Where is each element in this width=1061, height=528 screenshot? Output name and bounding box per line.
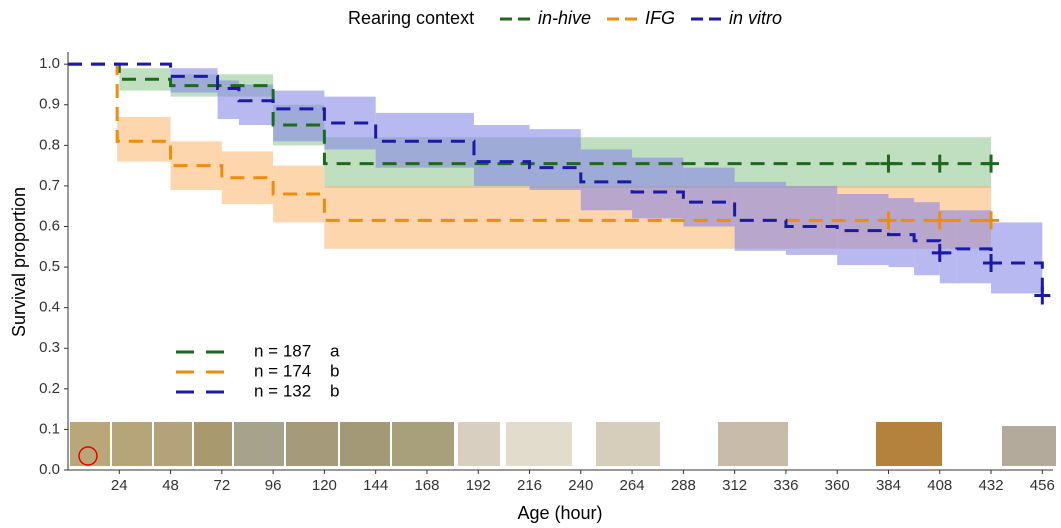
stage-image: [458, 422, 500, 466]
x-tick-label: 240: [568, 477, 593, 494]
x-tick-label: 120: [312, 477, 337, 494]
survival-line: [68, 62, 992, 222]
censor-mark: [931, 243, 948, 262]
y-tick-label: 0.6: [39, 217, 60, 234]
stage-image: [596, 422, 660, 466]
y-axis-title: Survival proportion: [9, 187, 29, 337]
censor-mark: [931, 211, 948, 230]
confidence-band: [939, 210, 957, 284]
stage-image: [718, 422, 788, 466]
y-tick-label: 0.7: [39, 177, 60, 194]
stage-image: [876, 422, 942, 466]
confidence-band: [217, 80, 239, 119]
survival-line: [68, 62, 992, 166]
x-tick-label: 96: [265, 477, 282, 494]
y-tick-label: 0.5: [39, 258, 60, 275]
group-letter: b: [330, 381, 339, 400]
legend-title: Rearing context: [348, 8, 474, 28]
survival-line: [68, 62, 1044, 296]
x-tick-label: 288: [671, 477, 696, 494]
x-tick-label: 312: [722, 477, 747, 494]
x-tick-label: 192: [466, 477, 491, 494]
y-tick-label: 1.0: [39, 55, 60, 72]
stage-image: [154, 422, 192, 466]
stage-image: [194, 422, 232, 466]
highlight-circle: [78, 446, 98, 466]
x-tick-label: 360: [825, 477, 850, 494]
confidence-band: [632, 157, 684, 219]
x-tick-label: 384: [876, 477, 901, 494]
confidence-band: [238, 84, 274, 126]
stage-image: [234, 422, 284, 466]
x-tick-label: 24: [111, 477, 128, 494]
stage-images: [70, 422, 1056, 466]
x-tick-label: 336: [773, 477, 798, 494]
censor-mark: [880, 154, 897, 173]
confidence-band: [914, 202, 940, 276]
confidence-band: [888, 198, 915, 268]
censor-mark: [931, 154, 948, 173]
stage-image: [1002, 426, 1056, 466]
confidence-band: [170, 68, 218, 93]
stage-image: [286, 422, 338, 466]
confidence-band: [734, 181, 786, 251]
y-tick-label: 0.1: [39, 420, 60, 437]
x-axis-title: Age (hour): [517, 503, 602, 523]
y-tick-label: 0.8: [39, 136, 60, 153]
confidence-band: [529, 129, 581, 190]
sample-size: n = 174: [254, 361, 311, 380]
x-tick-label: 264: [620, 477, 645, 494]
x-tick-label: 48: [162, 477, 179, 494]
stage-image: [506, 422, 572, 466]
y-tick-label: 0.4: [39, 299, 60, 316]
censor-mark: [1034, 286, 1051, 305]
legend-label: in vitro: [729, 8, 782, 28]
x-tick-label: 72: [213, 477, 230, 494]
censor-mark: [983, 254, 1000, 273]
x-tick-label: 456: [1030, 477, 1055, 494]
confidence-band: [580, 149, 633, 211]
x-tick-label: 432: [979, 477, 1004, 494]
y-tick-label: 0.3: [39, 339, 60, 356]
stage-image: [392, 422, 454, 466]
confidence-band: [956, 210, 992, 284]
x-tick-label: 144: [363, 477, 388, 494]
stage-image: [340, 422, 390, 466]
x-tick-label: 216: [517, 477, 542, 494]
group-letter: a: [330, 341, 340, 360]
sample-size: n = 132: [254, 381, 311, 400]
y-tick-label: 0.9: [39, 96, 60, 113]
stage-image: [70, 422, 110, 466]
group-letter: b: [330, 361, 339, 380]
y-tick-label: 0.2: [39, 380, 60, 397]
y-tick-label: 0.0: [39, 461, 60, 478]
legend-label: in-hive: [538, 8, 591, 28]
confidence-band: [473, 125, 530, 186]
confidence-band: [117, 116, 171, 162]
confidence-band: [119, 68, 171, 91]
sample-size: n = 187: [254, 341, 311, 360]
stage-image: [112, 422, 152, 466]
censor-mark: [983, 154, 1000, 173]
confidence-band: [273, 90, 325, 142]
censor-mark: [880, 211, 897, 230]
confidence-band: [683, 167, 735, 227]
censor-mark: [983, 211, 1000, 230]
confidence-band: [991, 222, 1043, 294]
x-tick-label: 168: [414, 477, 439, 494]
legend-label: IFG: [645, 8, 675, 28]
x-tick-label: 408: [927, 477, 952, 494]
